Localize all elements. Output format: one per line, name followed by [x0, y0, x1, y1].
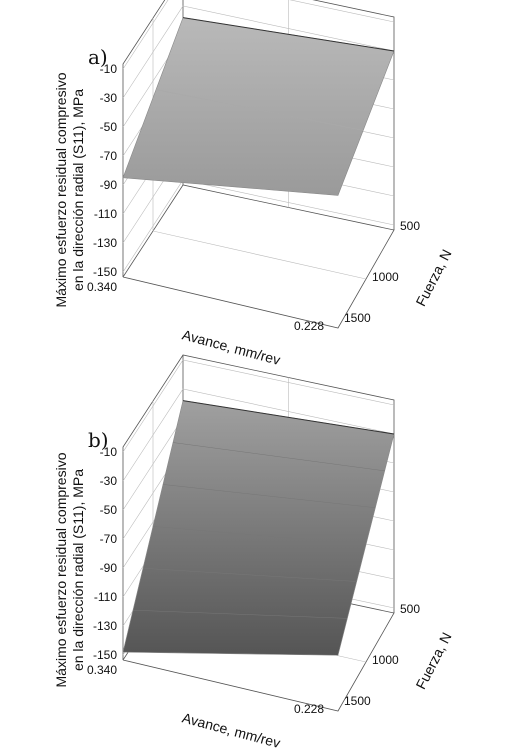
x-axis-title: Avance, mm/rev [180, 709, 282, 751]
y-axis-title: Fuerza, N [412, 630, 454, 692]
floor-frame [122, 184, 395, 329]
z-tick-label: -70 [100, 532, 118, 546]
chart-panel-b: -10 -30 -50 -70 -90 -110 -130 -1500.340 0.228 500… [53, 354, 455, 751]
z-gridline [122, 359, 395, 453]
z-tick-label: -50 [100, 503, 118, 517]
z-gridline [122, 179, 395, 273]
y-tick-label: 1500 [344, 694, 371, 708]
surface-contour-band [162, 484, 376, 508]
z-tick-label: -70 [100, 149, 118, 163]
z-tick-label: -110 [94, 590, 117, 604]
surface-ridge-line [182, 400, 395, 435]
z-axis-title-line1: Máximo esfuerzo residual compresivo [53, 452, 69, 687]
z-tick-label: -130 [93, 619, 117, 633]
surface-contour-band [172, 442, 385, 472]
z-tick-label: -130 [93, 236, 117, 250]
floor-gridline [152, 230, 367, 280]
y-tick-label: 1000 [372, 270, 399, 284]
surface-contour-band [155, 89, 364, 131]
surface-contour-band [142, 568, 357, 582]
z-tick-label: -150 [93, 265, 117, 279]
surface-contour-band [132, 609, 348, 619]
z-tick-label: -10 [100, 62, 118, 76]
z-gridline [122, 0, 395, 70]
y-tick-label: 500 [400, 602, 420, 616]
chart-panel-a: -10 -30 -50 -70 -90 -110 -130 -1500.340 0.228 500… [53, 0, 455, 368]
y-tick-label: 500 [400, 219, 420, 233]
x-axis-title: Avance, mm/rev [180, 326, 282, 368]
z-gridline [122, 388, 395, 482]
x-tick-label: 0.340 [87, 280, 117, 294]
x-tick-label: 0.228 [294, 319, 324, 333]
z-tick-label: -110 [94, 207, 117, 221]
back-wall-frame [122, 0, 395, 277]
y-tick-label: 1000 [372, 653, 399, 667]
z-gridline [122, 5, 395, 99]
response-surface [122, 400, 395, 656]
surface-ridge-line [182, 17, 395, 52]
x-tick-label: 0.228 [294, 702, 324, 716]
z-tick-label: -150 [93, 648, 117, 662]
z-tick-label: -30 [100, 91, 118, 105]
y-tick-label: 1500 [344, 311, 371, 325]
z-tick-label: -10 [100, 445, 118, 459]
z-axis-title-line1: Máximo esfuerzo residual compresivo [53, 72, 69, 307]
x-tick-label: 0.340 [87, 663, 117, 677]
z-tick-label: -90 [100, 178, 118, 192]
z-tick-label: -50 [100, 120, 118, 134]
z-axis-title-line2: en la dirección radial (S11), MPa [70, 469, 86, 671]
z-axis-title-line2: en la dirección radial (S11), MPa [70, 89, 86, 291]
z-tick-label: -30 [100, 474, 118, 488]
panel-label: a) [88, 45, 108, 69]
y-axis-title: Fuerza, N [412, 247, 454, 309]
z-tick-label: -90 [100, 561, 118, 575]
surface-contour-band [152, 526, 367, 545]
panel-label: b) [88, 428, 109, 452]
